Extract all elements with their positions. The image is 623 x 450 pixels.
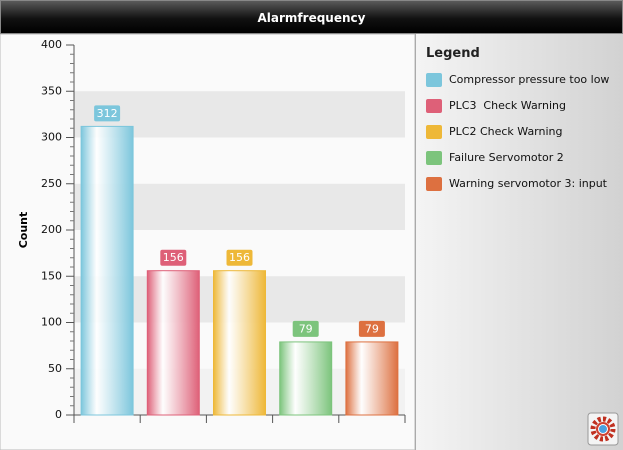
y-tick-label: 250 (41, 177, 62, 190)
bar (80, 125, 134, 416)
value-label: 156 (163, 251, 184, 264)
legend-label: PLC2 Check Warning (449, 125, 563, 138)
value-label-box (160, 249, 187, 266)
value-label-box (226, 249, 253, 266)
legend-label: PLC3 Check Warning (449, 99, 566, 112)
legend-label: Failure Servomotor 2 (449, 151, 564, 164)
legend-item: PLC2 Check Warning (426, 124, 563, 140)
legend-label: Warning servomotor 3: input (449, 177, 607, 190)
legend-swatch (426, 99, 442, 113)
y-tick-label: 300 (41, 131, 62, 144)
legend-swatch (426, 177, 442, 191)
y-tick-label: 150 (41, 269, 62, 282)
legend-swatch (426, 73, 442, 87)
bar (345, 341, 399, 416)
value-label-box (292, 320, 319, 337)
chart-title: Alarmfrequency (0, 0, 623, 34)
legend-title: Legend (426, 46, 480, 61)
y-tick-label: 400 (41, 38, 62, 51)
gear-teeth (590, 416, 616, 442)
legend-swatch (426, 125, 442, 139)
y-tick-label: 200 (41, 223, 62, 236)
value-label: 156 (229, 251, 250, 264)
bar (146, 270, 200, 416)
y-tick-label: 350 (41, 84, 62, 97)
legend-item: Warning servomotor 3: input (426, 176, 607, 192)
y-tick-label: 100 (41, 316, 62, 329)
y-axis-label: Count (17, 212, 30, 249)
value-label: 312 (97, 107, 118, 120)
y-tick-label: 50 (48, 362, 62, 375)
legend-item: Compressor pressure too low (426, 72, 609, 88)
legend-label: Compressor pressure too low (449, 73, 610, 86)
y-tick-label: 0 (55, 408, 62, 421)
value-label: 79 (365, 322, 379, 335)
legend-item: PLC3 Check Warning (426, 98, 566, 114)
legend-swatch (426, 151, 442, 165)
legend: Legend Compressor pressure too low PLC3 C… (415, 34, 623, 450)
value-label-box (358, 320, 385, 337)
value-label-box (94, 105, 121, 122)
settings-button[interactable] (587, 412, 619, 446)
bar (279, 341, 333, 416)
gear-center (598, 424, 608, 434)
bar (213, 270, 266, 416)
chart: Count 0 50 100 150 200 250 300 350 400 312 156 156 7… (0, 34, 415, 450)
value-label: 79 (299, 322, 313, 335)
legend-item: Failure Servomotor 2 (426, 150, 564, 166)
